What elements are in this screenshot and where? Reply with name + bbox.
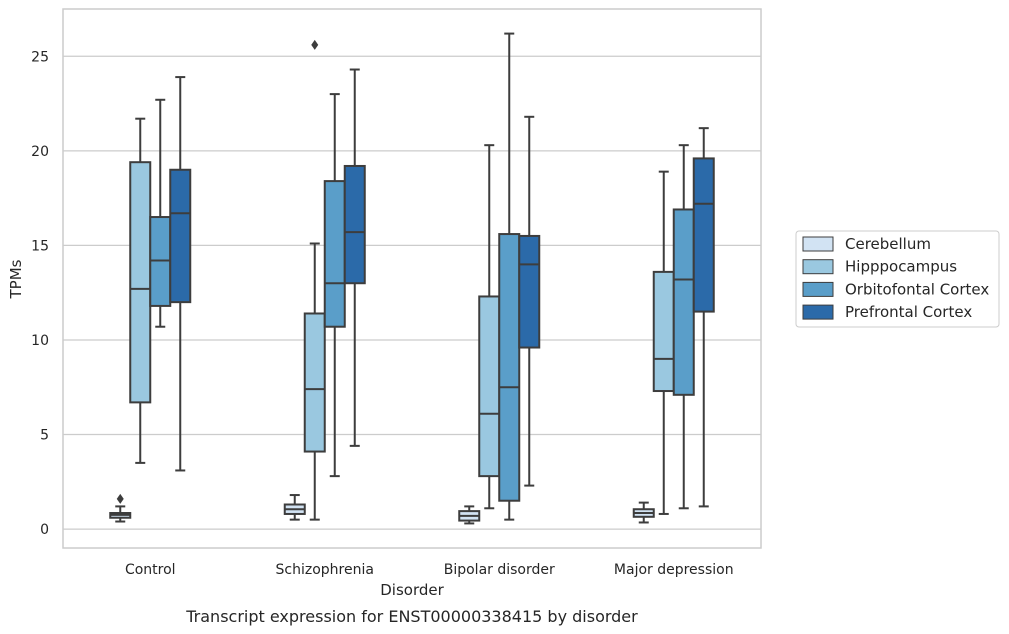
y-axis-label: TPMs	[7, 259, 25, 299]
boxes	[109, 32, 715, 525]
legend-label: Cerebellum	[845, 235, 931, 253]
box-prefrontal-cortex-0	[169, 76, 192, 472]
box-prefrontal-cortex-2	[518, 115, 541, 487]
y-tick-label: 5	[40, 428, 49, 444]
box-hipppocampus-2	[478, 144, 501, 510]
box-prefrontal-cortex-1	[343, 68, 366, 447]
outlier-point	[116, 493, 124, 504]
box-orbitofontal-cortex-2	[498, 32, 521, 521]
outlier-point	[311, 39, 319, 50]
iqr-box	[303, 312, 326, 453]
box-orbitofontal-cortex-3	[672, 144, 695, 510]
iqr-box	[498, 233, 521, 502]
legend-frame	[795, 230, 1000, 328]
iqr-box	[169, 168, 192, 304]
box-cerebellum-3	[632, 501, 655, 524]
legend-label: Orbitofontal Cortex	[845, 280, 989, 298]
chart-caption: Transcript expression for ENST0000033841…	[185, 607, 638, 626]
iqr-box	[518, 234, 541, 349]
legend-swatch	[802, 259, 834, 275]
iqr-box	[692, 157, 715, 313]
box-cerebellum-1	[283, 494, 306, 521]
iqr-box	[672, 208, 695, 396]
legend-swatch	[802, 281, 834, 297]
box-prefrontal-cortex-3	[692, 127, 715, 508]
x-tick-label: Control	[125, 562, 176, 578]
y-tick-label: 0	[40, 522, 49, 538]
box-orbitofontal-cortex-1	[323, 93, 346, 478]
legend: Cerebellum Hipppocampus Orbitofontal Corte…	[795, 230, 1000, 328]
iqr-box	[323, 180, 346, 328]
iqr-box	[343, 164, 366, 285]
y-tick-labels: 0 5 10 15 20 25	[31, 49, 49, 538]
y-tick-label: 15	[31, 238, 49, 254]
iqr-box	[129, 161, 152, 404]
y-tick-label: 10	[31, 333, 49, 349]
legend-label: Prefrontal Cortex	[845, 303, 972, 321]
legend-swatch	[802, 304, 834, 320]
box-orbitofontal-cortex-0	[149, 98, 172, 328]
y-tick-label: 25	[31, 49, 49, 65]
box-hipppocampus-3	[652, 170, 675, 515]
iqr-box	[652, 270, 675, 393]
legend-label: Hipppocampus	[845, 258, 957, 276]
box-cerebellum-0	[109, 493, 132, 523]
iqr-box	[478, 295, 501, 478]
x-axis-label: Disorder	[380, 581, 444, 599]
legend-swatch	[802, 236, 834, 252]
x-tick-label: Schizophrenia	[276, 562, 374, 578]
x-tick-label: Bipolar disorder	[444, 562, 555, 578]
x-tick-label: Major depression	[614, 562, 734, 578]
box-cerebellum-2	[458, 505, 481, 525]
y-tick-label: 20	[31, 144, 49, 160]
box-hipppocampus-1	[303, 39, 326, 521]
x-tick-labels: Control Schizophrenia Bipolar disorder Majo…	[125, 562, 734, 578]
